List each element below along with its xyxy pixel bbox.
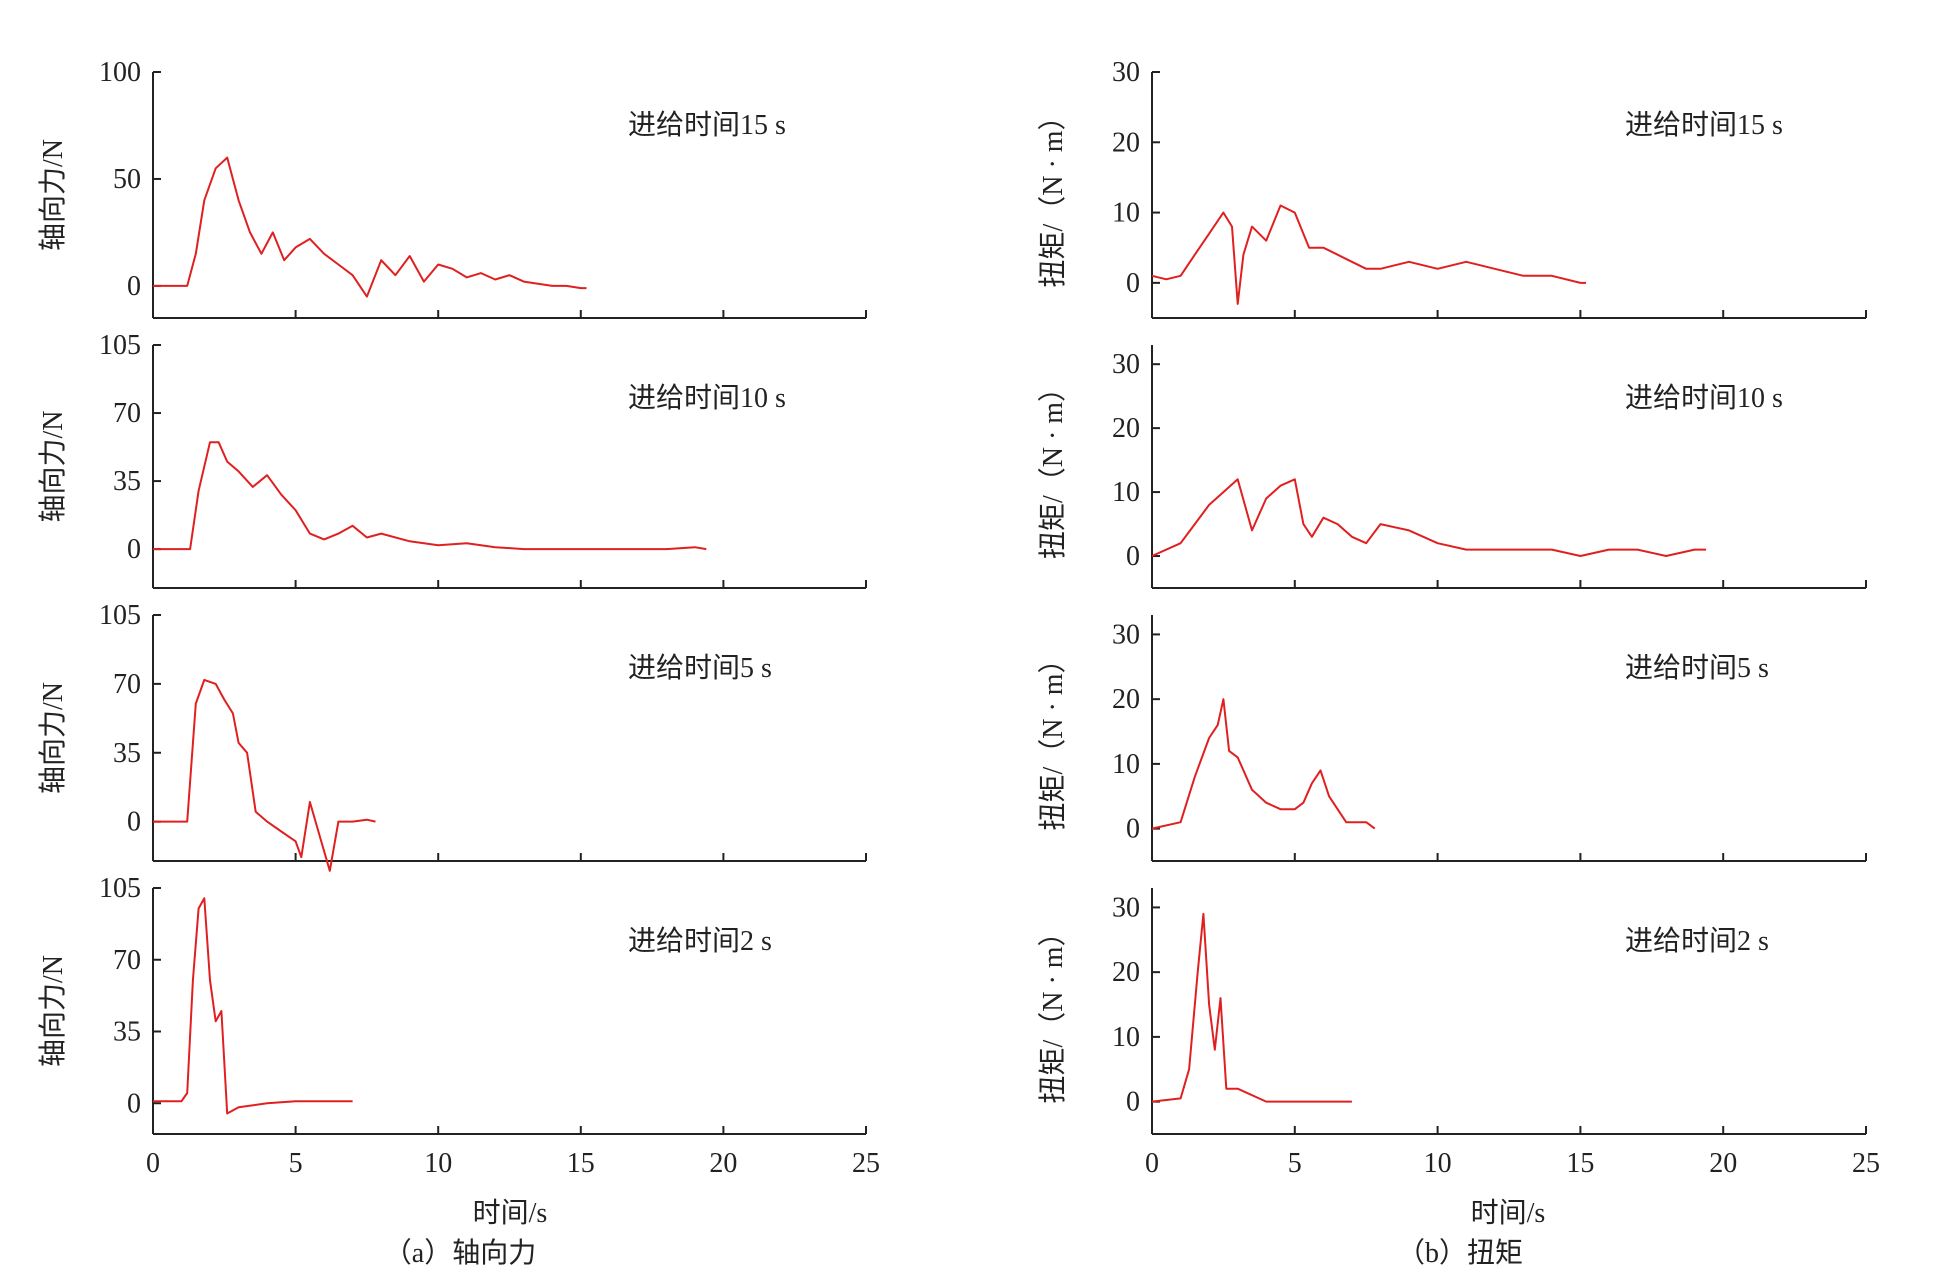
torque-series-line-3 xyxy=(1151,912,1352,1103)
torque-annotation-3: 进给时间2 s xyxy=(1625,925,1769,957)
torque-annotation-2: 进给时间5 s xyxy=(1625,652,1769,684)
axial_force-panel-2: 0 35 70 105 轴向力/N 进给时间5 s xyxy=(37,600,867,872)
axial_force-ytick-label-0-2: 100 xyxy=(99,57,141,88)
torque-ylabel-3: 扭矩/（N · m） xyxy=(1037,918,1069,1103)
axial_force-ytick-label-3-0: 0 xyxy=(127,1088,141,1119)
caption-a: （a）轴向力 xyxy=(384,1237,536,1269)
axial_force-ytick-label-2-1: 35 xyxy=(113,738,141,769)
torque-xlabel: 时间/s xyxy=(1471,1197,1546,1229)
axial_force-ytick-label-0-1: 50 xyxy=(113,164,141,195)
torque-series-line-0 xyxy=(1151,204,1587,305)
axial_force-ytick-label-1-3: 105 xyxy=(99,330,141,361)
torque-panel-1: 0 10 20 30 扭矩/（N · m） 进给时间10 s xyxy=(1037,345,1867,589)
axial_force-ylabel-0: 轴向力/N xyxy=(37,139,69,251)
torque-ytick-label-2-3: 30 xyxy=(1112,619,1140,650)
torque-ytick-label-0-0: 0 xyxy=(1126,268,1140,299)
axial_force-annotation-1: 进给时间10 s xyxy=(628,382,786,414)
torque-xtick-label-1: 5 xyxy=(1288,1148,1302,1179)
axial_force-ytick-label-2-2: 70 xyxy=(113,669,141,700)
axial_force-panel-1: 0 35 70 105 轴向力/N 进给时间10 s xyxy=(37,330,867,589)
axial_force-xtick-label-3: 15 xyxy=(567,1148,595,1179)
axial_force-ytick-label-1-0: 0 xyxy=(127,534,141,565)
torque-ytick-label-3-0: 0 xyxy=(1126,1087,1140,1118)
torque-panel-0: 0 10 20 30 扭矩/（N · m） 进给时间15 s xyxy=(1037,57,1867,319)
torque-xtick-label-5: 25 xyxy=(1852,1148,1880,1179)
torque-panel-2: 0 10 20 30 扭矩/（N · m） 进给时间5 s xyxy=(1037,615,1867,862)
torque-series-line-1 xyxy=(1151,478,1707,557)
torque-ytick-label-3-2: 20 xyxy=(1112,957,1140,988)
torque-ytick-label-0-2: 20 xyxy=(1112,127,1140,158)
torque-ytick-label-3-3: 30 xyxy=(1112,892,1140,923)
axial_force-annotation-3: 进给时间2 s xyxy=(628,925,772,957)
torque-ytick-label-0-1: 10 xyxy=(1112,198,1140,229)
torque-ytick-label-1-0: 0 xyxy=(1126,541,1140,572)
axial_force-ytick-label-1-1: 35 xyxy=(113,466,141,497)
torque-annotation-1: 进给时间10 s xyxy=(1625,382,1783,414)
axial_force-series-line-0 xyxy=(153,156,587,298)
axial_force-series-line-3 xyxy=(153,897,353,1115)
torque-annotation-0: 进给时间15 s xyxy=(1625,109,1783,141)
axial_force-annotation-2: 进给时间5 s xyxy=(628,652,772,684)
torque-ytick-label-2-2: 20 xyxy=(1112,684,1140,715)
torque-ytick-label-1-2: 20 xyxy=(1112,413,1140,444)
torque-ylabel-0: 扭矩/（N · m） xyxy=(1037,102,1069,287)
caption-b: （b）扭矩 xyxy=(1397,1237,1523,1269)
axial_force-panel-3: 0 35 70 105 0 5 10 15 20 25 轴向力/N 进给时间2 s xyxy=(37,873,880,1179)
axial_force-annotation-0: 进给时间15 s xyxy=(628,109,786,141)
axial_force-ytick-label-3-3: 105 xyxy=(99,873,141,904)
torque-ytick-label-2-1: 10 xyxy=(1112,749,1140,780)
axial_force-ylabel-1: 轴向力/N xyxy=(37,410,69,522)
torque-xtick-label-2: 10 xyxy=(1424,1148,1452,1179)
axial_force-ytick-label-3-1: 35 xyxy=(113,1017,141,1048)
axial_force-xtick-label-2: 10 xyxy=(424,1148,452,1179)
torque-ytick-label-1-1: 10 xyxy=(1112,477,1140,508)
axial_force-series-line-1 xyxy=(153,441,707,551)
torque-panel-3: 0 10 20 30 0 5 10 15 20 25 扭矩/（N · m） 进给时间2 s xyxy=(1037,888,1880,1179)
torque-ytick-label-2-0: 0 xyxy=(1126,814,1140,845)
axial_force-ylabel-2: 轴向力/N xyxy=(37,682,69,794)
axial_force-xtick-label-0: 0 xyxy=(146,1148,160,1179)
torque-ytick-label-3-1: 10 xyxy=(1112,1022,1140,1053)
axial_force-ytick-label-3-2: 70 xyxy=(113,945,141,976)
torque-ytick-label-1-3: 30 xyxy=(1112,349,1140,380)
axial_force-ytick-label-2-3: 105 xyxy=(99,600,141,631)
axial_force-xtick-label-4: 20 xyxy=(709,1148,737,1179)
axial_force-xtick-label-5: 25 xyxy=(852,1148,880,1179)
torque-xtick-label-4: 20 xyxy=(1709,1148,1737,1179)
axial_force-panel-0: 0 50 100 轴向力/N 进给时间15 s xyxy=(37,57,867,319)
axial_force-ytick-label-2-0: 0 xyxy=(127,807,141,838)
axial_force-ytick-label-0-0: 0 xyxy=(127,271,141,302)
torque-series-line-2 xyxy=(1151,698,1376,830)
axial_force-xtick-label-1: 5 xyxy=(289,1148,303,1179)
torque-ytick-label-0-3: 30 xyxy=(1112,57,1140,88)
torque-ylabel-2: 扭矩/（N · m） xyxy=(1037,645,1069,830)
axial_force-ylabel-3: 轴向力/N xyxy=(37,955,69,1067)
axial_force-xlabel: 时间/s xyxy=(473,1197,548,1229)
torque-ylabel-1: 扭矩/（N · m） xyxy=(1037,374,1069,559)
axial_force-ytick-label-1-2: 70 xyxy=(113,398,141,429)
torque-xtick-label-0: 0 xyxy=(1145,1148,1159,1179)
torque-xtick-label-3: 15 xyxy=(1566,1148,1594,1179)
axial_force-series-line-2 xyxy=(153,678,376,872)
